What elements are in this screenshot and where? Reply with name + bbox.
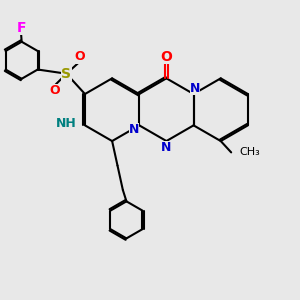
Text: O: O (160, 50, 172, 64)
Text: O: O (49, 84, 59, 97)
Text: O: O (75, 50, 85, 64)
Text: CH₃: CH₃ (239, 147, 260, 158)
Text: N: N (190, 82, 200, 95)
Text: N: N (161, 141, 172, 154)
Text: F: F (16, 21, 26, 35)
Text: S: S (61, 67, 71, 81)
Text: N: N (129, 123, 139, 136)
Text: NH: NH (56, 117, 77, 130)
